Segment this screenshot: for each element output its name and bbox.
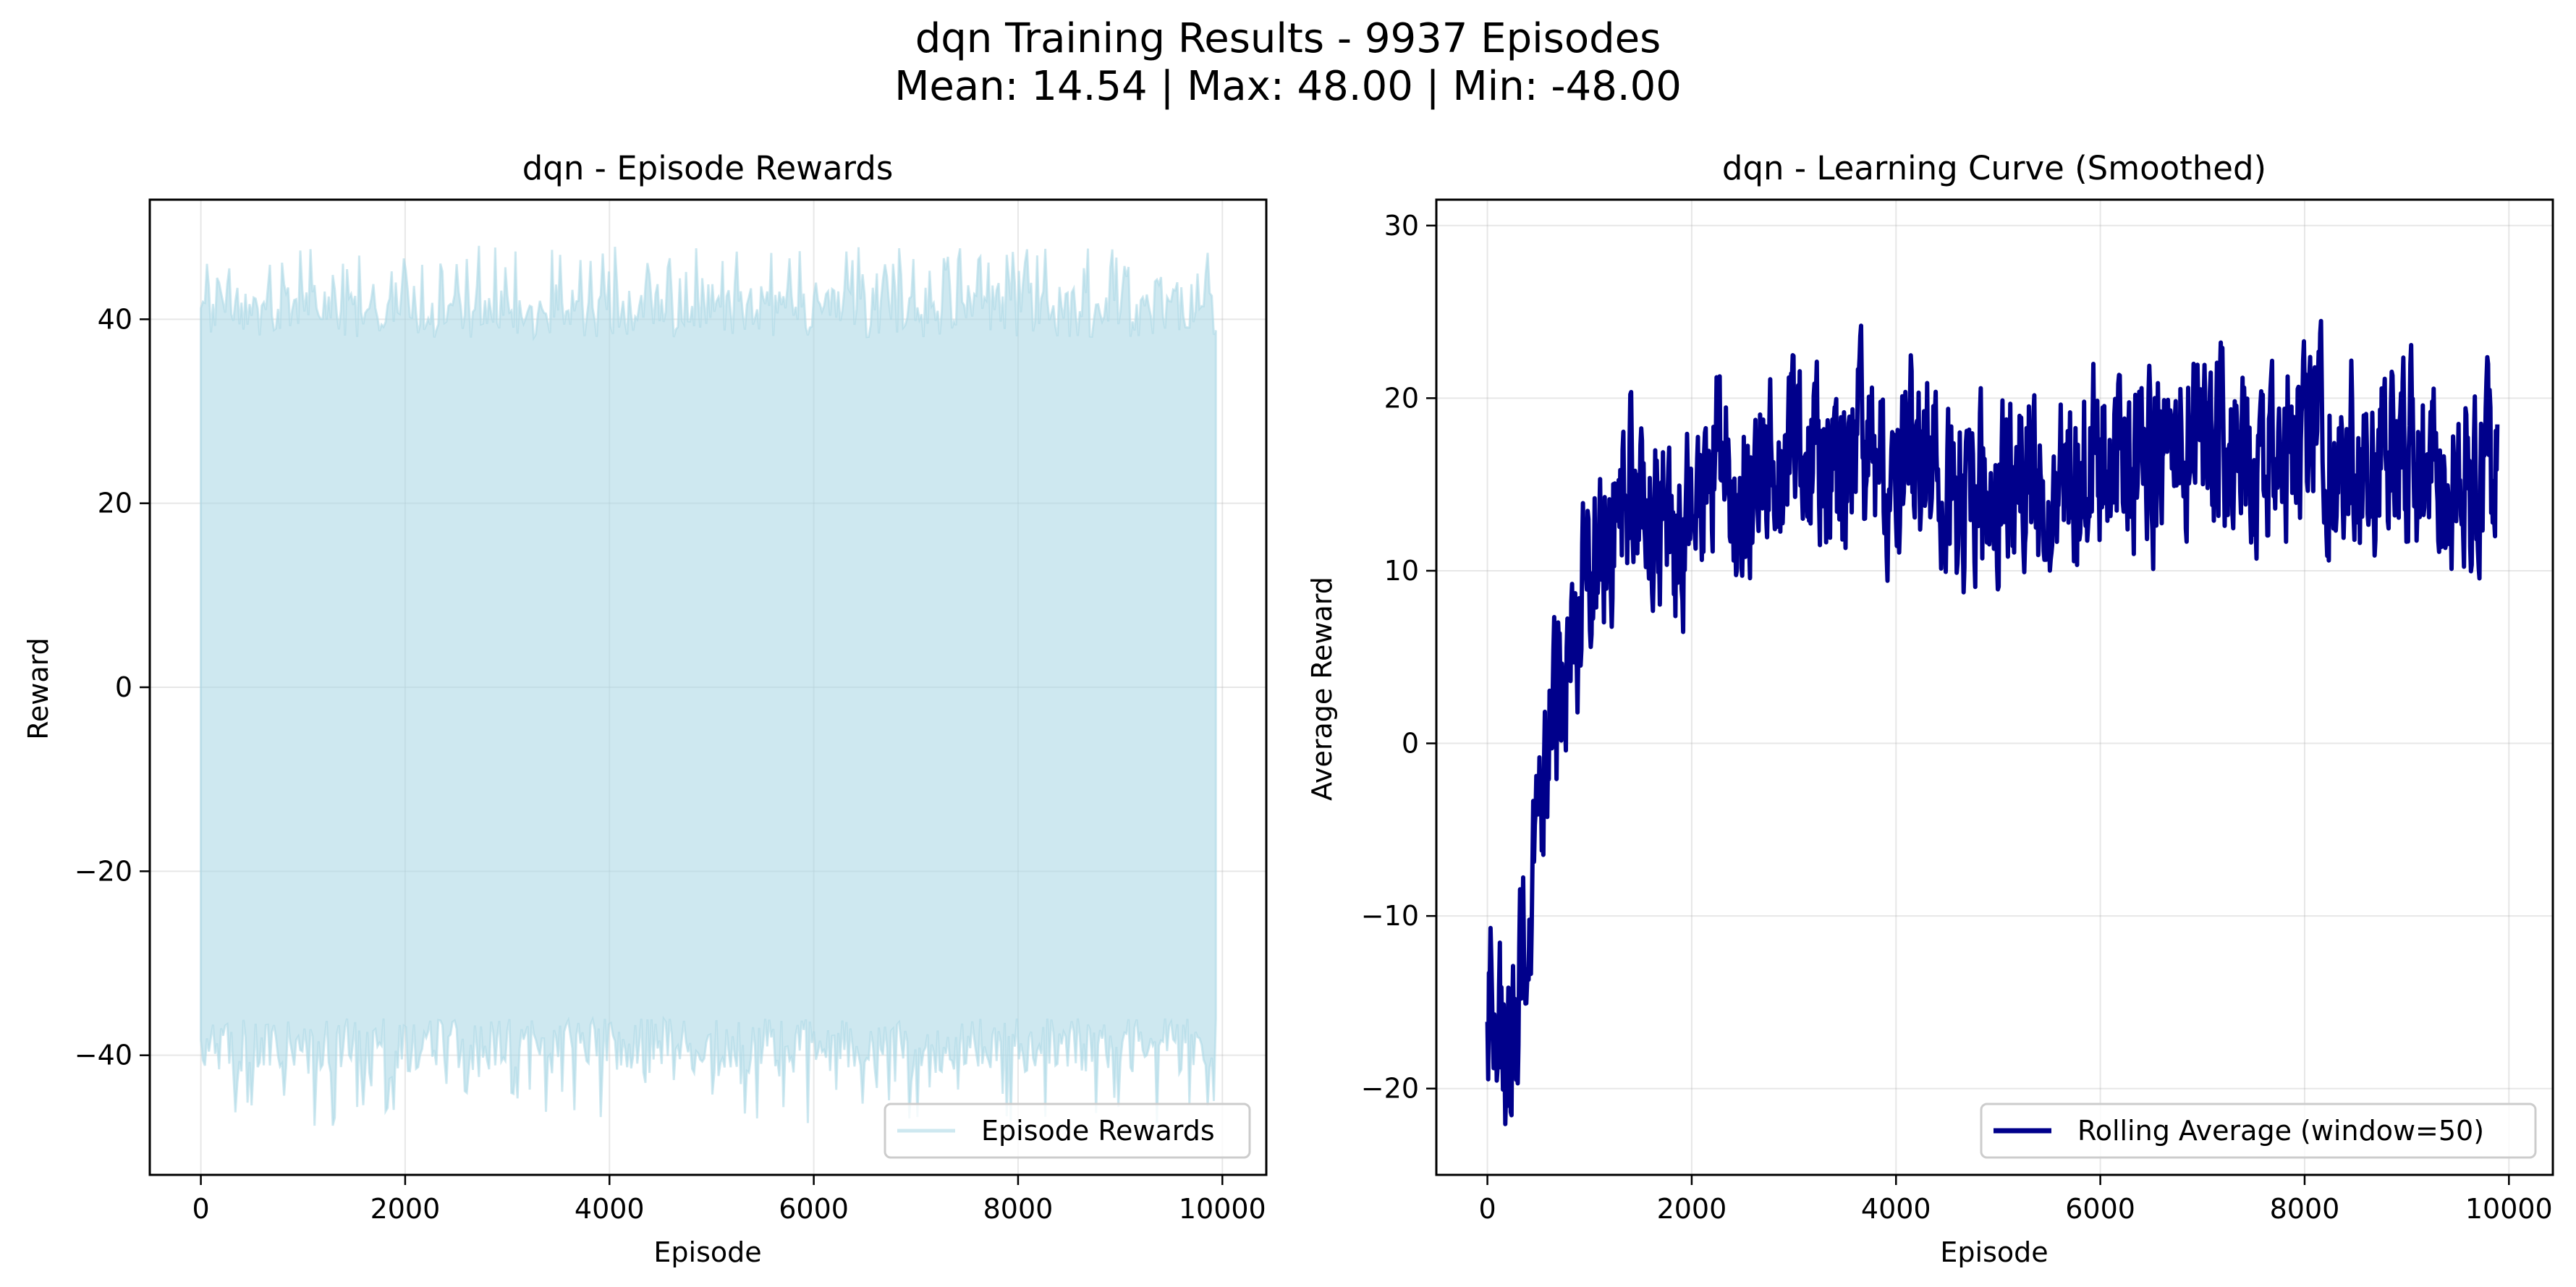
y-tick-label: 20 [98, 488, 132, 519]
legend: Episode Rewards [884, 1103, 1251, 1159]
chart-title: dqn - Episode Rewards [522, 149, 894, 187]
x-axis-ticks: 0 2000 4000 6000 8000 10000 [192, 1175, 1266, 1225]
y-axis-label: Average Reward [1306, 577, 1338, 801]
x-tick-label: 10000 [2465, 1193, 2553, 1225]
y-tick-label: −20 [1361, 1073, 1419, 1105]
episode-rewards-panel: dqn - Episode Rewards 0 2000 4000 6000 8000 1… [22, 149, 1268, 1268]
y-axis-ticks: −40 −20 0 20 40 [75, 303, 150, 1071]
y-tick-label: 10 [1384, 555, 1419, 587]
x-axis-label: Episode [653, 1236, 761, 1268]
legend-box [884, 1103, 1251, 1159]
x-axis-label: Episode [1940, 1236, 2048, 1268]
x-tick-label: 6000 [2065, 1193, 2135, 1225]
rolling-average-line [1485, 318, 2500, 1126]
legend: Rolling Average (window=50) [1980, 1103, 2537, 1159]
x-tick-label: 2000 [370, 1193, 441, 1225]
x-tick-label: 0 [1478, 1193, 1496, 1225]
y-tick-label: −40 [75, 1040, 132, 1071]
x-tick-label: 8000 [2270, 1193, 2340, 1225]
plot-frame [1435, 198, 2554, 1176]
y-axis-ticks: −20 −10 0 10 20 30 [1361, 210, 1436, 1105]
y-tick-label: −20 [75, 855, 132, 887]
y-tick-label: 40 [98, 303, 132, 335]
chart-title: dqn - Learning Curve (Smoothed) [1722, 149, 2266, 187]
x-tick-label: 0 [192, 1193, 209, 1225]
y-tick-label: 20 [1384, 382, 1419, 414]
episode-rewards-area [200, 245, 1217, 1126]
figure-stats-subtitle: Mean: 14.54 | Max: 48.00 | Min: -48.00 [894, 63, 1682, 110]
x-tick-label: 2000 [1657, 1193, 1727, 1225]
legend-label: Rolling Average (window=50) [2077, 1115, 2484, 1147]
learning-curve-panel: dqn - Learning Curve (Smoothed) 0 2000 400… [1306, 149, 2554, 1268]
x-tick-label: 4000 [575, 1193, 645, 1225]
y-axis-label: Reward [22, 637, 54, 740]
x-tick-label: 8000 [983, 1193, 1054, 1225]
x-axis-ticks: 0 2000 4000 6000 8000 10000 [1478, 1175, 2553, 1225]
y-tick-label: −10 [1361, 900, 1419, 932]
legend-label: Episode Rewards [981, 1115, 1215, 1147]
y-tick-label: 30 [1384, 210, 1419, 242]
rewards-band [200, 245, 1217, 1126]
gridlines [1436, 200, 2553, 1175]
y-tick-label: 0 [115, 671, 132, 703]
x-tick-label: 4000 [1861, 1193, 1931, 1225]
x-tick-label: 10000 [1179, 1193, 1266, 1225]
x-tick-label: 6000 [779, 1193, 849, 1225]
rolling-average-series [1485, 318, 2500, 1126]
y-tick-label: 0 [1402, 728, 1419, 760]
figure-title: dqn Training Results - 9937 Episodes [915, 15, 1661, 62]
legend-box [1980, 1103, 2537, 1159]
